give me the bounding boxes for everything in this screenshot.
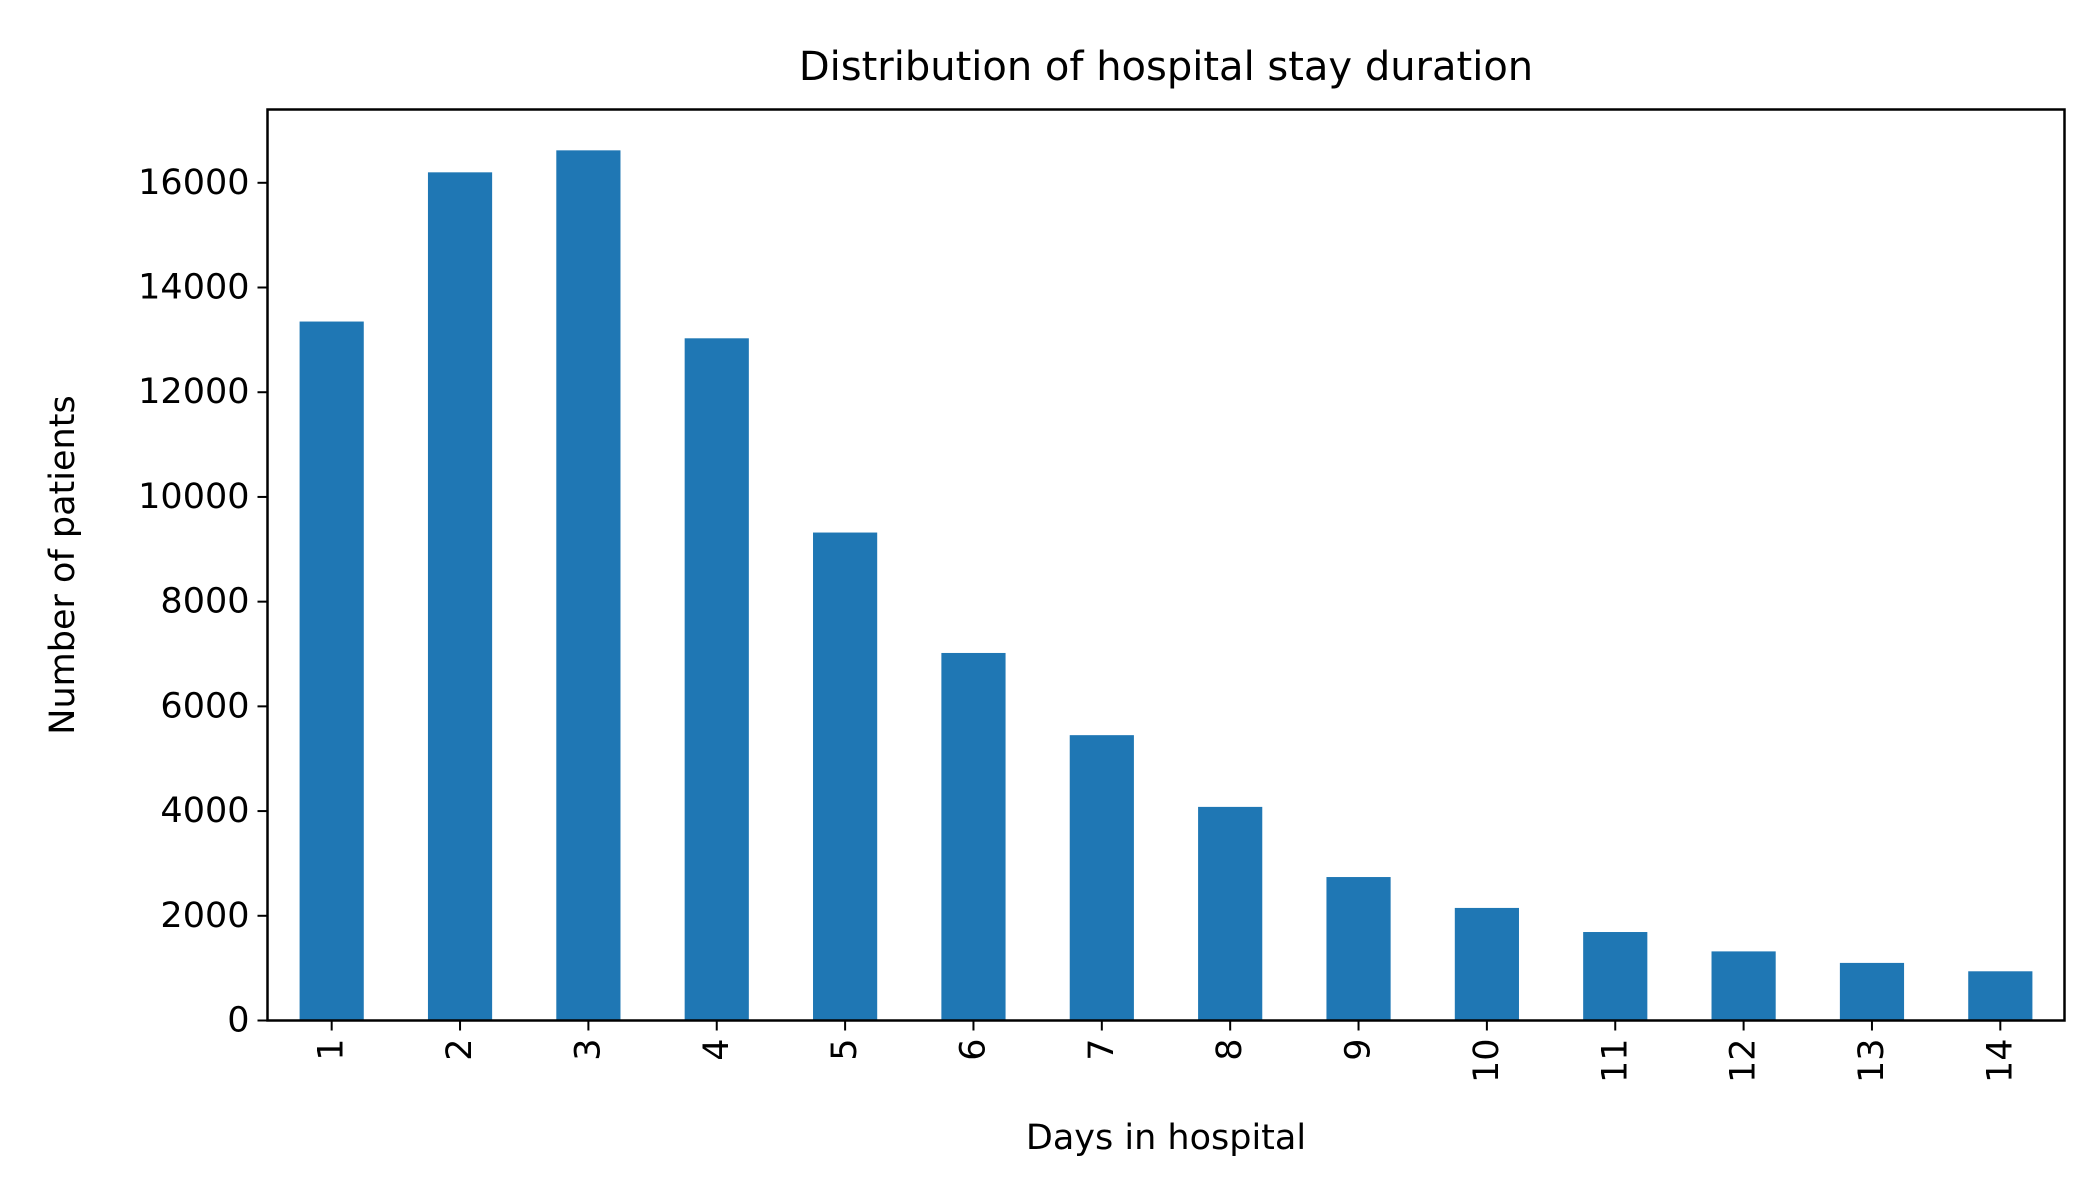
y-tick-label: 12000 — [138, 372, 249, 412]
bar-day-2 — [427, 172, 493, 1021]
bar-day-4 — [684, 338, 749, 1021]
bar-day-3 — [556, 150, 621, 1021]
bar-day-1 — [299, 321, 364, 1021]
x-tick-label: 14 — [1980, 1039, 2020, 1084]
y-tick-label: 6000 — [160, 686, 249, 726]
x-tick-label: 5 — [825, 1039, 865, 1061]
bar-day-11 — [1583, 932, 1648, 1021]
y-axis-label: Number of patients — [43, 395, 83, 734]
x-tick-label: 9 — [1339, 1039, 1379, 1061]
bar-day-6 — [941, 652, 1006, 1021]
bar-day-9 — [1326, 877, 1391, 1021]
bar-day-14 — [1968, 971, 2033, 1021]
bar-day-5 — [813, 532, 878, 1021]
chart-title: Distribution of hospital stay duration — [799, 44, 1533, 90]
x-tick-label: 7 — [1082, 1039, 1122, 1061]
bar-day-10 — [1454, 907, 1519, 1021]
x-tick-label: 8 — [1210, 1039, 1250, 1061]
bar-day-12 — [1711, 951, 1776, 1021]
x-tick-label: 6 — [953, 1039, 993, 1061]
plot-frame — [266, 108, 2066, 1022]
y-tick-label: 4000 — [160, 791, 249, 831]
y-tick-label: 2000 — [160, 896, 249, 936]
x-tick-label: 1 — [312, 1039, 352, 1061]
y-tick-label: 0 — [227, 1001, 249, 1041]
y-tick-label: 10000 — [138, 477, 249, 517]
x-tick-label: 3 — [568, 1039, 608, 1061]
bars — [299, 150, 2033, 1021]
x-axis-ticks: 1 2 3 4 5 6 7 8 9 10 11 12 13 14 — [312, 1020, 2020, 1084]
y-axis-ticks: 0 2000 4000 6000 8000 10000 12000 14000 16000 — [138, 163, 268, 1041]
bar-day-13 — [1839, 962, 1905, 1021]
x-axis-label: Days in hospital — [1026, 1118, 1306, 1158]
bar-day-7 — [1069, 735, 1134, 1021]
x-tick-label: 10 — [1467, 1039, 1507, 1084]
x-tick-label: 12 — [1724, 1039, 1764, 1084]
bar-day-8 — [1198, 806, 1263, 1021]
x-tick-label: 2 — [440, 1039, 480, 1061]
x-tick-label: 13 — [1852, 1039, 1892, 1084]
y-tick-label: 14000 — [138, 268, 249, 308]
y-tick-label: 8000 — [160, 582, 249, 622]
y-tick-label: 16000 — [138, 163, 249, 203]
x-tick-label: 11 — [1595, 1039, 1635, 1084]
x-tick-label: 4 — [697, 1039, 737, 1061]
